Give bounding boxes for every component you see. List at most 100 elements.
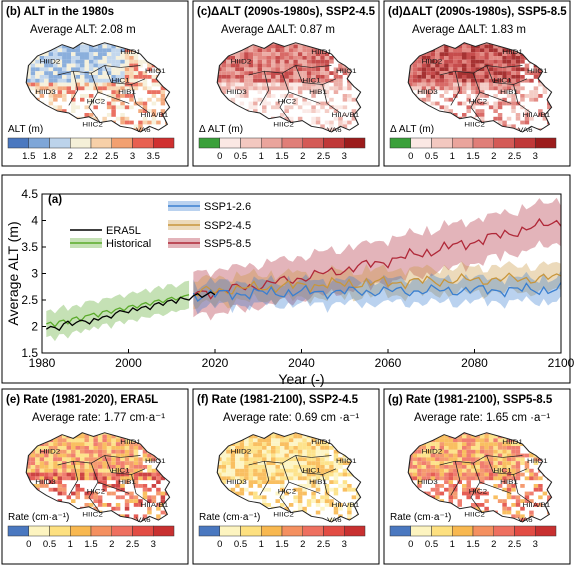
- map-cell: [67, 446, 71, 450]
- map-cell: [356, 45, 360, 49]
- colorbar-swatch: [390, 526, 411, 536]
- map-cell: [347, 442, 351, 446]
- map-cell: [40, 83, 44, 87]
- map-cell: [453, 446, 457, 450]
- map-cell: [258, 446, 262, 450]
- map-cell: [31, 495, 35, 499]
- map-cell: [356, 128, 360, 132]
- map-cell: [107, 60, 111, 64]
- map-cell: [120, 60, 124, 64]
- map-cell: [516, 450, 520, 454]
- map-cell: [413, 83, 417, 87]
- map-cell: [161, 438, 165, 442]
- map-cell: [67, 79, 71, 83]
- map-cell: [244, 121, 248, 125]
- map-cell: [138, 98, 142, 102]
- map-cell: [84, 446, 88, 450]
- map-cell: [320, 41, 324, 45]
- map-cell: [431, 473, 435, 477]
- map-cell: [502, 67, 506, 71]
- map-cell: [134, 446, 138, 450]
- map-cell: [529, 492, 533, 496]
- map-cell: [298, 514, 302, 518]
- map-cell: [347, 94, 351, 98]
- map-cell: [93, 431, 97, 435]
- map-cell: [311, 109, 315, 113]
- map-cell: [347, 41, 351, 45]
- region-label: HIID1: [502, 48, 523, 56]
- map-cell: [484, 465, 488, 469]
- map-cell: [93, 495, 97, 499]
- map-cell: [222, 438, 226, 442]
- y-axis-label: Average ALT (m): [5, 221, 21, 325]
- map-cell: [413, 117, 417, 121]
- map-cell: [422, 67, 426, 71]
- map-cell: [31, 435, 35, 439]
- map-cell: [449, 476, 453, 480]
- map-cell: [356, 442, 360, 446]
- region-label: HIC2: [469, 487, 487, 495]
- map-cell: [413, 461, 417, 465]
- colorbar-tick-label: 2: [491, 151, 496, 162]
- region-label: HIC2: [278, 97, 296, 105]
- map-cell: [498, 518, 502, 522]
- map-cell: [31, 473, 35, 477]
- map-cell: [547, 438, 551, 442]
- map-cell: [102, 124, 106, 128]
- map-cell: [217, 45, 221, 49]
- map-cell: [80, 442, 84, 446]
- map-cell: [343, 431, 347, 435]
- map-cell: [44, 507, 48, 511]
- map-cell: [298, 52, 302, 56]
- map-cell: [484, 469, 488, 473]
- colorbar-swatch: [303, 138, 324, 148]
- map-cell: [275, 105, 279, 109]
- map-cell: [271, 83, 275, 87]
- map-cell: [449, 488, 453, 492]
- map-cell: [275, 438, 279, 442]
- map-cell: [271, 75, 275, 79]
- map-cell: [298, 56, 302, 60]
- map-cell: [217, 442, 221, 446]
- map-cell: [449, 121, 453, 125]
- map-cell: [435, 52, 439, 56]
- map-cell: [466, 86, 470, 90]
- map-cell: [489, 435, 493, 439]
- map-cell: [311, 431, 315, 435]
- region-label: HIB1: [500, 88, 518, 96]
- map-cell: [253, 83, 257, 87]
- map-cell: [62, 446, 66, 450]
- map-cell: [156, 492, 160, 496]
- map-cell: [302, 507, 306, 511]
- map-cell: [516, 495, 520, 499]
- map-cell: [271, 465, 275, 469]
- map-cell: [431, 83, 435, 87]
- map-cell: [62, 83, 66, 87]
- map-cell: [480, 450, 484, 454]
- map-cell: [129, 105, 133, 109]
- map-cell: [538, 488, 542, 492]
- map-cell: [293, 438, 297, 442]
- region-label: HIIC2: [464, 510, 485, 518]
- map-cell: [35, 83, 39, 87]
- map-cell: [417, 67, 421, 71]
- region-label: VA6: [518, 126, 533, 134]
- map-cell: [62, 469, 66, 473]
- map-cell: [267, 514, 271, 518]
- map-cell: [356, 518, 360, 522]
- map-cell: [31, 48, 35, 52]
- map-cell: [466, 83, 470, 87]
- map-cell: [520, 75, 524, 79]
- chart-panel-label: (a): [48, 194, 62, 206]
- map-cell: [466, 495, 470, 499]
- plateau-map: HIID2HIID3HIC1HIID1HIB1HIC2HIIC2HIIA/B1V…: [26, 431, 169, 524]
- map-cell: [453, 442, 457, 446]
- map-cell: [325, 67, 329, 71]
- map-cell: [298, 45, 302, 49]
- map-cell: [343, 45, 347, 49]
- map-cell: [111, 105, 115, 109]
- region-label: HIC1: [493, 76, 511, 84]
- map-cell: [102, 442, 106, 446]
- map-cell: [289, 469, 293, 473]
- map-cell: [134, 431, 138, 435]
